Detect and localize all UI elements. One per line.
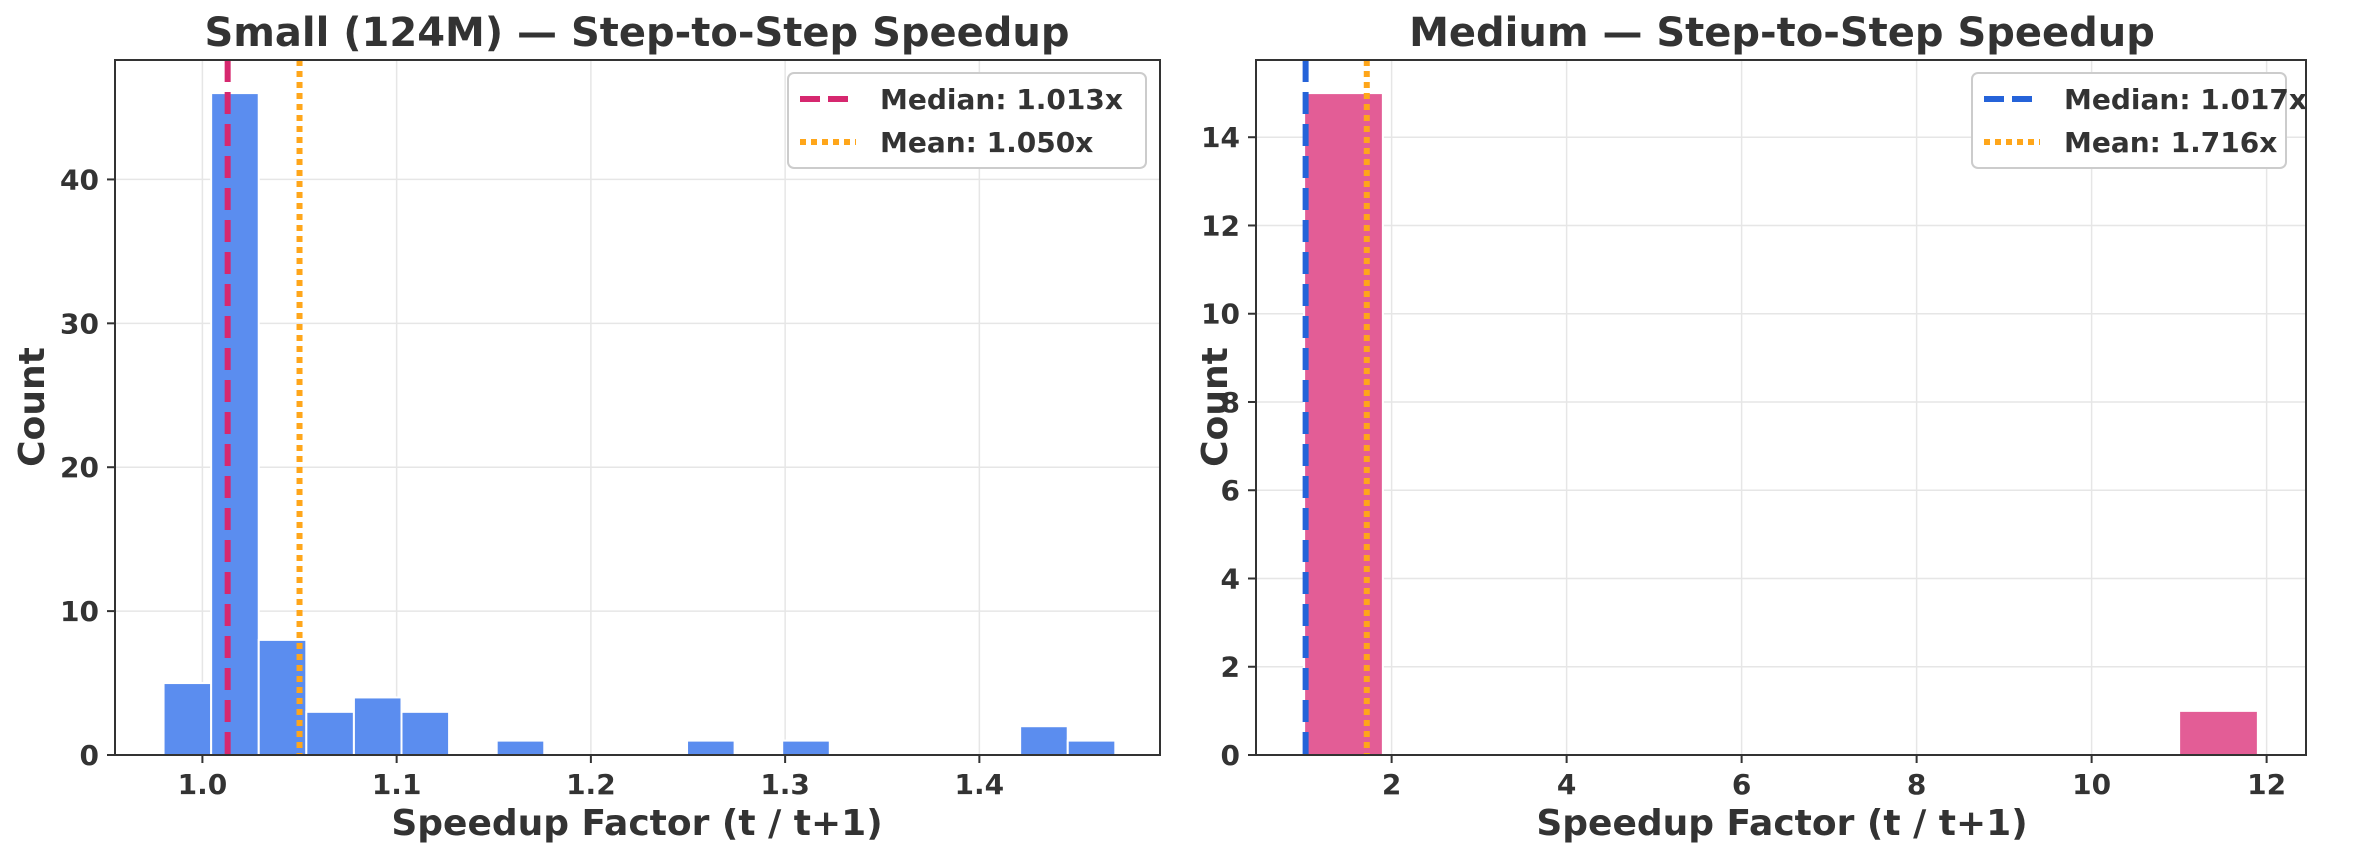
y-tick-label: 0 <box>1221 739 1240 772</box>
y-tick-label: 8 <box>1221 386 1240 419</box>
reference-lines-medium <box>1302 60 1370 755</box>
histogram-bar <box>400 710 451 756</box>
y-tick-label: 0 <box>80 739 99 772</box>
histogram-bar <box>352 696 403 756</box>
x-ticks-small: 1.0 1.1 1.2 1.3 1.4 <box>178 755 1005 801</box>
histogram-bar <box>1303 92 1384 757</box>
histogram-bar <box>495 739 546 757</box>
x-tick-label: 6 <box>1732 768 1751 801</box>
chart-title-medium: Medium — Step-to-Step Speedup <box>1409 10 2155 56</box>
x-tick-label: 4 <box>1557 768 1576 801</box>
legend-label-mean-medium: Mean: 1.716x <box>2064 126 2277 159</box>
y-axis-label-small: Count <box>12 347 53 467</box>
y-tick-label: 20 <box>60 451 99 484</box>
y-tick-label: 6 <box>1221 474 1240 507</box>
legend-label-median-small: Median: 1.013x <box>880 83 1123 116</box>
y-tick-label: 12 <box>1201 209 1240 242</box>
plot-frame-medium <box>1255 59 2307 756</box>
legend-box-medium <box>1971 72 2287 169</box>
y-tick-label: 14 <box>1201 121 1240 154</box>
x-tick-label: 10 <box>2072 768 2111 801</box>
reference-lines-small <box>224 60 303 755</box>
y-tick-label: 10 <box>60 595 99 628</box>
x-tick-label: 8 <box>1907 768 1926 801</box>
x-axis-label-medium: Speedup Factor (t / t+1) <box>1536 803 2027 844</box>
legend-small: Median: 1.013x Mean: 1.050x <box>787 72 1147 169</box>
histogram-bar <box>1019 725 1069 757</box>
histogram-bar <box>162 682 213 756</box>
chart-title-small: Small (124M) — Step-to-Step Speedup <box>204 10 1069 56</box>
x-tick-label: 1.4 <box>955 768 1005 801</box>
chart-small: 1.0 1.1 1.2 1.3 1.4 0 10 20 30 40 Small (124M) —… <box>12 10 1161 844</box>
histogram-bar <box>781 739 831 757</box>
plot-frame-small <box>114 59 1161 756</box>
y-ticks-small: 0 10 20 30 40 <box>60 163 115 772</box>
y-tick-label: 30 <box>60 307 99 340</box>
y-tick-label: 2 <box>1221 651 1240 684</box>
x-tick-label: 1.3 <box>760 768 810 801</box>
legend-label-mean-small: Mean: 1.050x <box>880 126 1093 159</box>
plot-area-medium <box>1256 60 2306 755</box>
x-tick-label: 1.1 <box>372 768 422 801</box>
y-tick-label: 4 <box>1221 562 1240 595</box>
x-tick-label: 1.0 <box>178 768 228 801</box>
x-tick-label: 12 <box>2247 768 2286 801</box>
y-tick-label: 40 <box>60 163 99 196</box>
chart-medium: 2 4 6 8 10 12 0 2 4 6 8 10 12 14 Medium — Step-to-St… <box>1195 10 2307 844</box>
legend-label-median-medium: Median: 1.017x <box>2064 83 2307 116</box>
histogram-bar <box>210 92 260 757</box>
histogram-bar <box>305 710 355 756</box>
histogram-bar <box>2178 709 2259 756</box>
legend-medium: Median: 1.017x Mean: 1.716x <box>1971 72 2307 169</box>
y-axis-label-medium: Count <box>1195 347 1236 467</box>
histogram-bar <box>1066 739 1117 757</box>
y-tick-label: 10 <box>1201 298 1240 331</box>
x-axis-label-small: Speedup Factor (t / t+1) <box>391 803 882 844</box>
x-tick-label: 1.2 <box>566 768 616 801</box>
x-ticks-medium: 2 4 6 8 10 12 <box>1382 755 2286 801</box>
x-tick-label: 2 <box>1382 768 1401 801</box>
histogram-bar <box>686 739 736 757</box>
legend-box-small <box>787 72 1147 169</box>
grid-medium <box>1256 60 2306 756</box>
y-ticks-medium: 0 2 4 6 8 10 12 14 <box>1201 121 1256 772</box>
